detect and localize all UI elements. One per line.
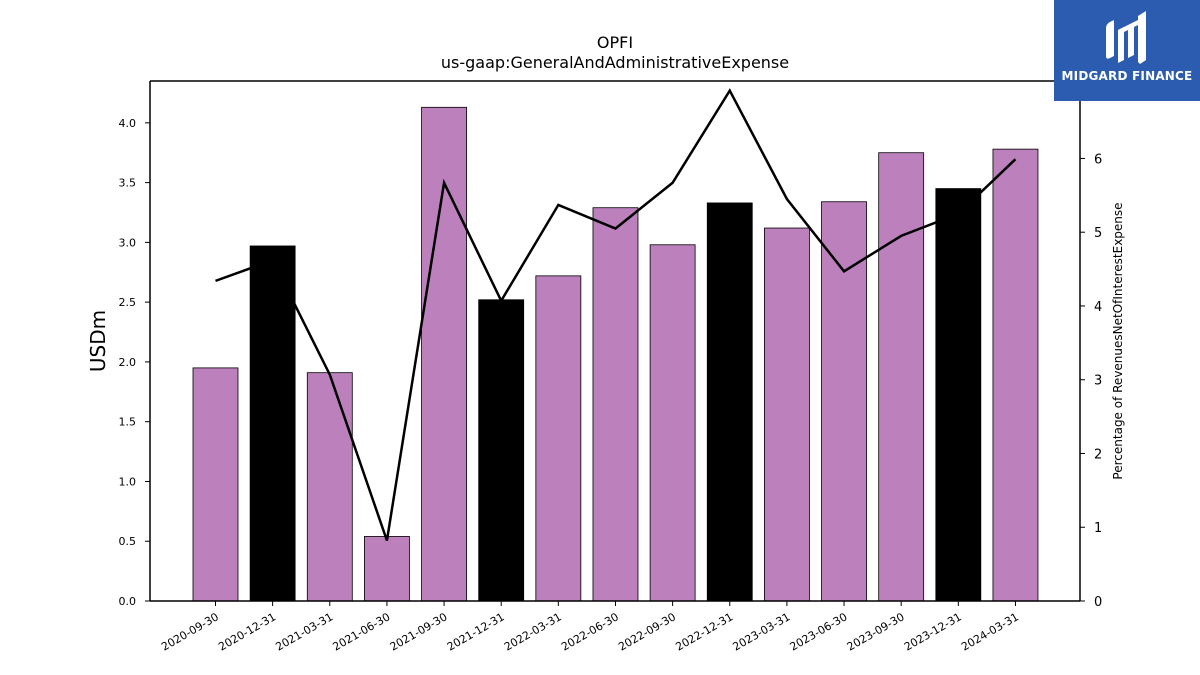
- y-tick-label: 0.5: [119, 535, 137, 548]
- y-tick-label: 4.0: [119, 117, 137, 130]
- x-tick-label: 2021-06-30: [331, 610, 393, 653]
- x-tick-label: 2022-12-31: [673, 610, 735, 653]
- y2-axis-label: Percentage of RevenuesNetOfInterestExpen…: [1111, 202, 1125, 479]
- y-tick-label: 0.0: [119, 595, 137, 608]
- y-tick-label: 1.5: [119, 416, 137, 429]
- x-tick-label: 2021-09-30: [388, 610, 450, 653]
- y-tick-label: 1.0: [119, 475, 137, 488]
- bar-2021-06-30: [364, 536, 410, 602]
- y2-tick-label: 5: [1094, 226, 1102, 241]
- percentage-line: [215, 88, 1017, 541]
- bar-2020-09-30: [192, 367, 239, 602]
- x-tick-label: 2022-09-30: [616, 610, 678, 653]
- bar-2022-06-30: [592, 207, 639, 602]
- bar-2023-06-30: [821, 201, 867, 602]
- line-series: [215, 88, 1017, 541]
- bar-2021-12-31: [478, 299, 525, 602]
- bar-2022-09-30: [649, 244, 696, 602]
- y2-tick-label: 1: [1094, 521, 1102, 536]
- y2-tick-label: 4: [1094, 300, 1102, 315]
- bar-series: [192, 106, 1039, 602]
- chart-title: OPFI: [597, 33, 633, 52]
- x-tick-label: 2024-03-31: [959, 610, 1021, 653]
- y-tick-label: 3.0: [119, 236, 137, 249]
- bar-2023-03-31: [764, 227, 810, 602]
- bar-2022-12-31: [706, 202, 753, 602]
- brand-logo: MIDGARD FINANCE: [1054, 0, 1200, 101]
- x-tick-label: 2020-09-30: [159, 610, 221, 653]
- x-tick-label: 2023-06-30: [788, 610, 850, 653]
- brand-name: MIDGARD FINANCE: [1061, 69, 1193, 83]
- bar-2023-12-31: [935, 188, 982, 602]
- x-tick-label: 2023-03-31: [731, 610, 793, 653]
- y2-tick-label: 2: [1094, 447, 1102, 462]
- x-tick-label: 2021-03-31: [273, 610, 335, 653]
- bar-2020-12-31: [249, 245, 296, 602]
- y-tick-label: 2.5: [119, 296, 137, 309]
- chart-subtitle: us-gaap:GeneralAndAdministrativeExpense: [441, 53, 789, 72]
- bar-2022-03-31: [535, 275, 582, 602]
- y-tick-label: 3.5: [119, 177, 137, 190]
- y2-tick-label: 3: [1094, 374, 1102, 389]
- y2-tick-label: 0: [1094, 595, 1102, 610]
- axes: [145, 80, 1085, 606]
- x-tick-label: 2023-09-30: [845, 610, 907, 653]
- bar-2024-03-31: [992, 148, 1039, 602]
- y2-tick-label: 6: [1094, 152, 1102, 167]
- x-tick-label: 2022-06-30: [559, 610, 621, 653]
- midgard-logo-icon: [1106, 11, 1146, 64]
- x-tick-label: 2023-12-31: [902, 610, 964, 653]
- y-axis-label: USDm: [86, 310, 110, 372]
- x-tick-label: 2020-12-31: [216, 610, 278, 653]
- y-tick-label: 2.0: [119, 356, 137, 369]
- bar-2021-03-31: [306, 372, 353, 602]
- x-tick-label: 2022-03-31: [502, 610, 564, 653]
- x-tick-label: 2021-12-31: [445, 610, 507, 653]
- bar-2023-09-30: [878, 152, 925, 602]
